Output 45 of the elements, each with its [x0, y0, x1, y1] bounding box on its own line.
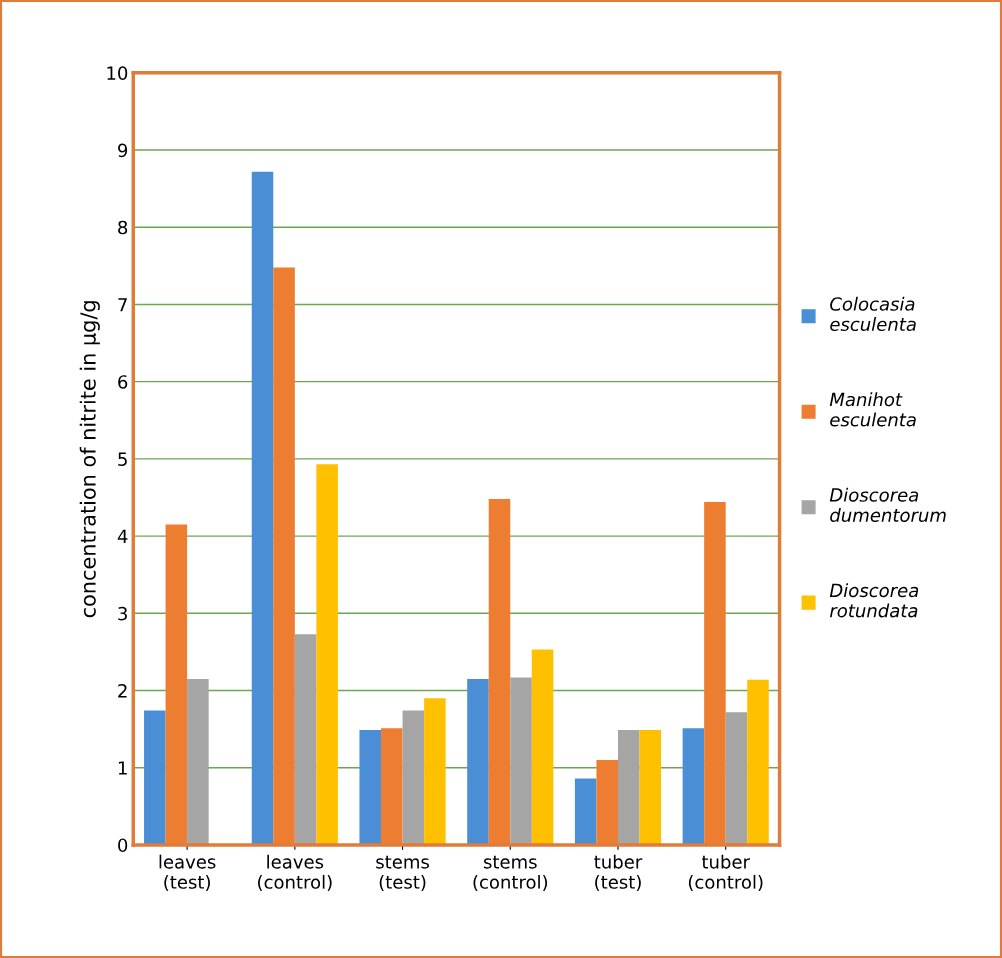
- bar: [639, 729, 662, 845]
- bar: [467, 678, 489, 845]
- y-tick-label: 0: [118, 838, 128, 853]
- bar: [251, 171, 274, 845]
- y-tick-label: 9: [118, 143, 128, 158]
- y-tick-label: 6: [118, 375, 128, 389]
- x-tick-label: leaves (test): [159, 854, 216, 891]
- legend-label: Dioscorea dumentorum: [829, 487, 946, 522]
- bar: [725, 712, 748, 845]
- bar: [617, 729, 640, 845]
- bar: [402, 710, 425, 845]
- bar: [704, 502, 726, 845]
- y-tick-label: 1: [118, 761, 127, 775]
- bar: [381, 728, 403, 845]
- bar: [316, 464, 338, 845]
- bar: [273, 267, 295, 845]
- legend-label: Dioscorea rotundata: [829, 583, 919, 618]
- y-axis-title: concentration of nitrite in µg/g: [79, 301, 100, 618]
- y-tick-label: 10: [107, 66, 128, 80]
- bar: [574, 778, 597, 845]
- y-tick-label: 2: [118, 683, 127, 698]
- x-tick-label: stems (test): [376, 855, 429, 891]
- legend-label: Colocasia esculenta: [830, 296, 916, 332]
- x-tick-label: tuber (control): [688, 854, 763, 891]
- bar: [531, 649, 554, 845]
- y-tick-label: 3: [118, 606, 127, 621]
- bar: [359, 729, 382, 845]
- bar: [187, 678, 209, 845]
- bar: [510, 677, 532, 845]
- y-tick-label: 8: [118, 220, 128, 235]
- bar: [424, 698, 446, 845]
- x-tick-label: leaves (control): [258, 854, 332, 891]
- bar: [144, 710, 166, 845]
- y-tick-label: 7: [118, 298, 127, 312]
- x-tick-label: tuber (test): [594, 854, 643, 891]
- x-tick-label: stems (control): [473, 855, 548, 891]
- bar: [488, 499, 511, 845]
- bar: [596, 760, 618, 845]
- bar: [747, 679, 769, 845]
- y-tick-label: 5: [118, 452, 127, 466]
- legend-label: Manihot esculenta: [829, 392, 916, 427]
- bar: [682, 728, 705, 845]
- y-tick-label: 4: [117, 529, 128, 543]
- bar: [165, 524, 188, 845]
- bar: [294, 634, 317, 845]
